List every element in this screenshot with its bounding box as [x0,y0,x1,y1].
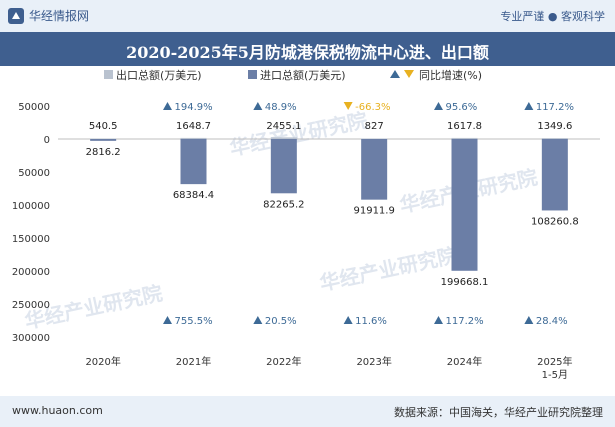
export-value-label: 540.5 [89,121,118,132]
growth-up-icon [253,102,263,110]
growth-up-icon [163,316,172,324]
import-value-label: 68384.4 [173,190,214,201]
y-tick-label: 50000 [18,102,50,113]
brand: 华经情报网 [8,7,89,24]
import-growth-label: 755.5% [175,316,213,327]
x-category-label: 2023年 [356,355,391,368]
growth-up-icon [253,316,263,324]
import-value-label: 2816.2 [86,147,121,158]
brand-name: 华经情报网 [29,9,90,23]
header-bar: 华经情报网 专业严谨 ● 客观科学 [0,0,615,32]
watermark-2: 华经产业研究院 [318,243,460,296]
export-bar [541,138,568,139]
export-bar [451,137,478,139]
x-category-label: 2020年 [85,355,120,368]
footer-source: 数据来源：中国海关，华经产业研究院整理 [394,406,603,419]
export-growth-label: 194.9% [175,102,213,113]
growth-up-icon [434,102,443,110]
import-value-label: 91911.9 [353,206,394,217]
export-growth-label: 48.9% [265,102,297,113]
growth-up-icon [343,316,353,324]
y-tick-label: 150000 [12,234,50,245]
import-bar [270,139,297,194]
growth-up-icon [524,102,534,110]
chart-title: 2020-2025年5月防城港保税物流中心进、出口额 [126,43,489,62]
import-bar [361,139,388,200]
export-bar [361,138,388,140]
legend-export-label: 出口总额(万美元) [116,68,202,82]
x-category-label: 2021年 [176,355,211,368]
export-bar [180,137,207,139]
export-value-label: 1349.6 [537,121,572,132]
import-growth-label: 20.5% [265,316,297,327]
brand-logo-icon [8,7,24,24]
import-growth-label: 11.6% [355,316,387,327]
export-growth-label: -66.3% [355,102,390,113]
watermark-0: 华经产业研究院 [228,108,370,161]
export-growth-label: 117.2% [536,102,574,113]
import-bar [90,139,117,141]
import-value-label: 199668.1 [441,277,489,288]
y-tick-label: 0 [44,135,50,146]
y-tick-label: 250000 [12,300,50,311]
slogan: 专业严谨 ● 客观科学 [500,10,605,23]
import-bar [451,139,478,271]
import-growth-label: 28.4% [536,316,568,327]
x-category-label: 2025年 1-5月 [537,355,572,381]
legend-growth-up-icon [390,70,400,78]
export-value-label: 1648.7 [176,121,211,132]
y-tick-label: 200000 [12,267,50,278]
growth-up-icon [163,102,172,110]
footer-site: www.huaon.com [12,404,103,417]
growth-down-icon [343,102,353,110]
export-growth-label: 95.6% [446,102,478,113]
bar-chart: 华经产业研究院华经产业研究院华经产业研究院华经产业研究院出口总额(万美元)进口总… [12,68,600,381]
import-bar [180,139,207,185]
growth-up-icon [434,316,443,324]
y-tick-label: 300000 [12,333,50,344]
growth-up-icon [524,316,534,324]
import-growth-label: 117.2% [446,316,484,327]
export-value-label: 1617.8 [447,121,482,132]
import-bar [541,139,568,211]
legend-growth-down-icon [404,70,414,78]
legend-import-label: 进口总额(万美元) [260,68,346,82]
footer-bar: www.huaon.com 数据来源：中国海关，华经产业研究院整理 [0,396,615,427]
x-category-label: 2024年 [447,355,482,368]
export-value-label: 827 [365,121,384,132]
title-bar: 2020-2025年5月防城港保税物流中心进、出口额 [0,32,615,66]
export-bar [270,137,297,139]
legend-export-swatch [104,70,113,79]
export-value-label: 2455.1 [266,121,301,132]
legend-growth-label: 同比增速(%) [419,68,482,82]
y-tick-label: 100000 [12,201,50,212]
import-value-label: 82265.2 [263,199,304,210]
legend-import-swatch [248,70,257,79]
y-tick-label: 50000 [18,168,50,179]
import-value-label: 108260.8 [531,216,579,227]
x-category-label: 2022年 [266,355,301,368]
